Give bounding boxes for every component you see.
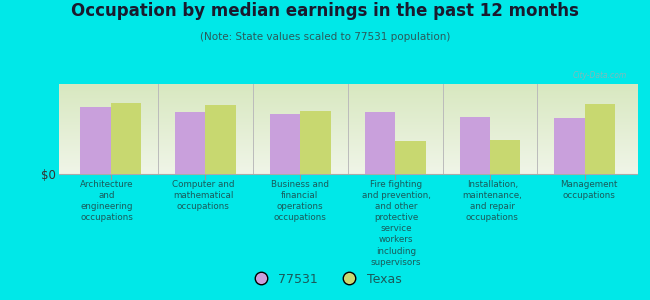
Text: (Note: State values scaled to 77531 population): (Note: State values scaled to 77531 popu… <box>200 32 450 41</box>
Text: Architecture
and
engineering
occupations: Architecture and engineering occupations <box>80 180 133 222</box>
Bar <box>81 107 110 174</box>
Text: Fire fighting
and prevention,
and other
protective
service
workers
including
sup: Fire fighting and prevention, and other … <box>361 180 430 267</box>
Text: Computer and
mathematical
occupations: Computer and mathematical occupations <box>172 180 235 211</box>
Bar <box>365 112 395 174</box>
Text: Occupation by median earnings in the past 12 months: Occupation by median earnings in the pas… <box>71 2 579 20</box>
Bar <box>175 112 205 174</box>
Bar <box>585 104 615 174</box>
Text: Installation,
maintenance,
and repair
occupations: Installation, maintenance, and repair oc… <box>463 180 522 222</box>
Bar <box>270 114 300 174</box>
Bar <box>554 118 585 174</box>
Text: Business and
financial
operations
occupations: Business and financial operations occupa… <box>270 180 328 222</box>
Legend: 77531, Texas: 77531, Texas <box>243 268 407 291</box>
Bar <box>205 105 236 174</box>
Bar <box>111 103 141 174</box>
Bar <box>300 111 331 174</box>
Text: Management
occupations: Management occupations <box>560 180 617 200</box>
Bar <box>395 141 426 174</box>
Bar <box>460 117 490 174</box>
Text: City-Data.com: City-Data.com <box>573 70 627 80</box>
Bar <box>490 140 521 174</box>
